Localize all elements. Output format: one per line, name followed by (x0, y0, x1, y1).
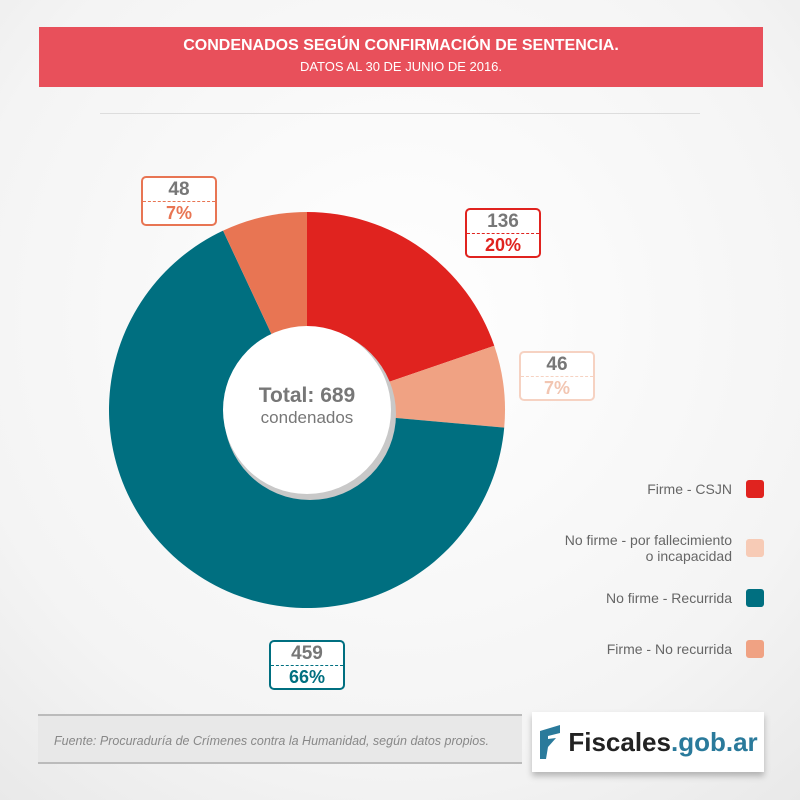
legend-swatch (746, 589, 764, 607)
legend-item-no-firme-recurrida: No firme - Recurrida (434, 589, 764, 607)
donut-hole (223, 326, 391, 494)
data-label-no-firme-fallecimiento: 46 7% (519, 351, 595, 401)
logo-main: Fiscales (568, 726, 671, 757)
legend-label: No firme - por fallecimiento (564, 532, 732, 548)
header-banner: CONDENADOS SEGÚN CONFIRMACIÓN DE SENTENC… (39, 27, 763, 87)
center-label: Total: 689 condenados (222, 384, 392, 428)
data-label-firme-no-recurrida: 48 7% (141, 176, 217, 226)
legend-label: No firme - Recurrida (605, 590, 732, 606)
chart-title: CONDENADOS SEGÚN CONFIRMACIÓN DE SENTENC… (183, 37, 619, 54)
legend-label: Firme - No recurrida (606, 641, 732, 657)
legend-label-line2: o incapacidad (645, 548, 732, 564)
legend-label: Firme - CSJN (647, 481, 732, 497)
legend-swatch (746, 539, 764, 557)
data-label-firme-csjn: 136 20% (465, 208, 541, 258)
legend-swatch (746, 640, 764, 658)
total-count: Total: 689 (258, 384, 356, 407)
data-label-no-firme-recurrida: 459 66% (269, 640, 345, 690)
fiscales-logo[interactable]: Fiscales.gob.ar (532, 712, 764, 772)
logo-flag-icon (540, 725, 561, 759)
legend-swatch (746, 480, 764, 498)
total-unit: condenados (260, 408, 354, 427)
legend-item-firme-no-recurrida: Firme - No recurrida (434, 640, 764, 658)
logo-domain: .gob.ar (670, 726, 758, 757)
divider (100, 113, 700, 114)
legend-item-firme-csjn: Firme - CSJN (434, 480, 764, 498)
chart-subtitle: DATOS AL 30 DE JUNIO DE 2016. (299, 59, 503, 74)
legend-item-no-firme-fallecimiento: No firme - por fallecimiento o incapacida… (434, 532, 764, 564)
source-note: Fuente: Procuraduría de Crímenes contra … (38, 714, 522, 764)
